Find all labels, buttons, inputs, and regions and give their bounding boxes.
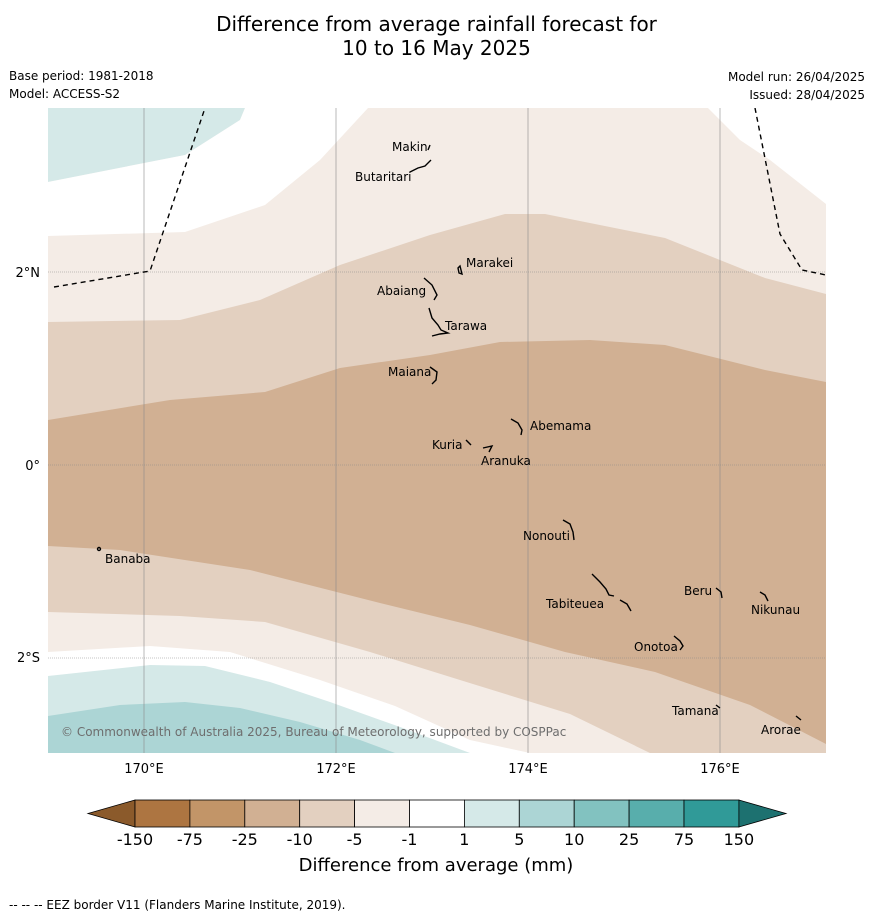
onotoa-outline xyxy=(673,635,684,651)
makin-outline xyxy=(427,144,431,151)
tamana-outline xyxy=(715,704,721,709)
island-label-butaritari: Butaritari xyxy=(355,170,412,184)
island-label-nikunau: Nikunau xyxy=(751,603,800,617)
colorbar-tick-label: -75 xyxy=(177,830,203,849)
island-label-banaba: Banaba xyxy=(105,552,151,566)
island-label-abaiang: Abaiang xyxy=(377,284,426,298)
island-outlines xyxy=(96,144,802,721)
colorbar-bin xyxy=(518,799,575,828)
island-labels: Makin Butaritari Marakei Abaiang Tarawa … xyxy=(105,140,801,737)
beru-outline xyxy=(715,587,723,599)
colorbar-tick-label: 1 xyxy=(459,830,469,849)
aranuka-outline xyxy=(482,444,494,453)
run-info: Model run: 26/04/2025 Issued: 28/04/2025 xyxy=(728,68,865,104)
colorbar-tick-label: 5 xyxy=(514,830,524,849)
title-line-2: 10 to 16 May 2025 xyxy=(342,36,531,60)
colorbar-bin xyxy=(573,799,630,828)
eez-border xyxy=(53,108,826,288)
lat-label-2s: 2°S xyxy=(17,651,40,666)
colorbar: -150 -75 -25 -10 -5 -1 1 5 10 25 75 150 Difference … xyxy=(86,799,788,876)
marakei-outline xyxy=(457,264,463,276)
tarawa-outline xyxy=(428,307,451,337)
island-label-makin: Makin xyxy=(392,140,428,154)
banaba-outline xyxy=(96,546,102,552)
colorbar-extend-low xyxy=(86,799,136,828)
island-label-beru: Beru xyxy=(684,584,712,598)
copyright-notice: © Commonwealth of Australia 2025, Bureau… xyxy=(61,725,566,739)
base-info: Base period: 1981-2018 Model: ACCESS-S2 xyxy=(9,67,154,103)
lon-label-172e: 172°E xyxy=(316,762,356,777)
colorbar-bin xyxy=(463,799,520,828)
nonouti-outline xyxy=(562,519,575,541)
colorbar-tick-label: 25 xyxy=(619,830,639,849)
colorbar-tick-label: -150 xyxy=(117,830,153,849)
title-line-1: Difference from average rainfall forecas… xyxy=(216,12,657,36)
island-label-nonouti: Nonouti xyxy=(523,529,570,543)
legend-title: Difference from average (mm) xyxy=(299,855,574,876)
tabiteuea-outline xyxy=(591,573,632,612)
colorbar-tick-label: -25 xyxy=(232,830,258,849)
island-label-tabiteuea: Tabiteuea xyxy=(545,597,604,611)
colorbar-bin xyxy=(628,799,685,828)
abaiang-outline xyxy=(423,277,438,301)
colorbar-bin xyxy=(354,799,410,828)
nikunau-outline xyxy=(759,591,769,602)
colorbar-bin xyxy=(683,799,740,828)
arorae-outline xyxy=(795,715,802,721)
colorbar-bin xyxy=(244,799,301,828)
eez-footnote: -- -- -- EEZ border V11 (Flanders Marine… xyxy=(9,898,346,912)
grid-lines xyxy=(48,108,826,753)
latitude-labels: 2°N 0° 2°S xyxy=(16,266,41,666)
maiana-outline xyxy=(429,366,438,385)
island-label-aranuka: Aranuka xyxy=(481,454,531,468)
island-label-tamana: Tamana xyxy=(671,704,719,718)
colorbar-tick-label: 150 xyxy=(724,830,755,849)
lon-label-170e: 170°E xyxy=(124,762,164,777)
map-title: Difference from average rainfall forecas… xyxy=(0,12,873,60)
island-label-arorae: Arorae xyxy=(761,723,801,737)
island-label-marakei: Marakei xyxy=(466,256,513,270)
band-wet-bottom-strong xyxy=(48,702,395,753)
colorbar-bin xyxy=(299,799,356,828)
island-label-tarawa: Tarawa xyxy=(444,319,487,333)
colorbar-tick-label: -10 xyxy=(287,830,313,849)
base-period: Base period: 1981-2018 xyxy=(9,69,154,83)
island-label-kuria: Kuria xyxy=(432,438,463,452)
island-label-abemama: Abemama xyxy=(530,419,591,433)
colorbar-tick-label: 75 xyxy=(674,830,694,849)
kuria-outline xyxy=(465,439,472,446)
longitude-labels: 170°E 172°E 174°E 176°E xyxy=(124,762,740,777)
island-label-onotoa: Onotoa xyxy=(634,640,678,654)
colorbar-extend-high xyxy=(738,799,788,828)
island-label-maiana: Maiana xyxy=(388,365,431,379)
colorbar-tick-label: 10 xyxy=(564,830,584,849)
band-neutral-top-right xyxy=(708,108,826,204)
colorbar-bin xyxy=(134,799,191,828)
lat-label-2n: 2°N xyxy=(16,266,41,281)
band-neutral-top-left xyxy=(48,108,368,236)
colorbar-bin xyxy=(409,799,465,828)
lon-label-176e: 176°E xyxy=(700,762,740,777)
map-area xyxy=(48,108,826,753)
colorbar-tick-label: -5 xyxy=(347,830,363,849)
issued-date: Issued: 28/04/2025 xyxy=(749,88,865,102)
colorbar-bin xyxy=(189,799,246,828)
butaritari-outline xyxy=(409,159,432,173)
lon-label-174e: 174°E xyxy=(508,762,548,777)
lat-label-0: 0° xyxy=(25,459,40,474)
colorbar-tick-label: -1 xyxy=(402,830,418,849)
model-name: Model: ACCESS-S2 xyxy=(9,87,121,101)
abemama-outline xyxy=(510,418,523,436)
model-run: Model run: 26/04/2025 xyxy=(727,70,865,84)
band-wet-top-left xyxy=(48,108,245,182)
